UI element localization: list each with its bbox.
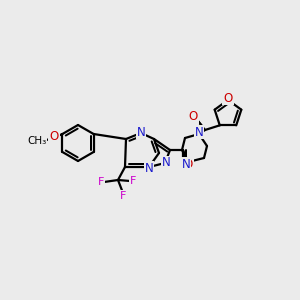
Text: N: N (145, 161, 153, 175)
Text: O: O (183, 158, 193, 170)
Text: N: N (162, 157, 170, 169)
Text: F: F (120, 191, 126, 201)
Text: N: N (182, 158, 190, 170)
Text: O: O (188, 110, 198, 124)
Text: F: F (98, 177, 104, 187)
Text: N: N (136, 125, 146, 139)
Text: F: F (130, 176, 136, 186)
Text: N: N (195, 125, 203, 139)
Text: O: O (224, 92, 232, 104)
Text: CH₃: CH₃ (27, 136, 46, 146)
Text: O: O (50, 130, 58, 143)
